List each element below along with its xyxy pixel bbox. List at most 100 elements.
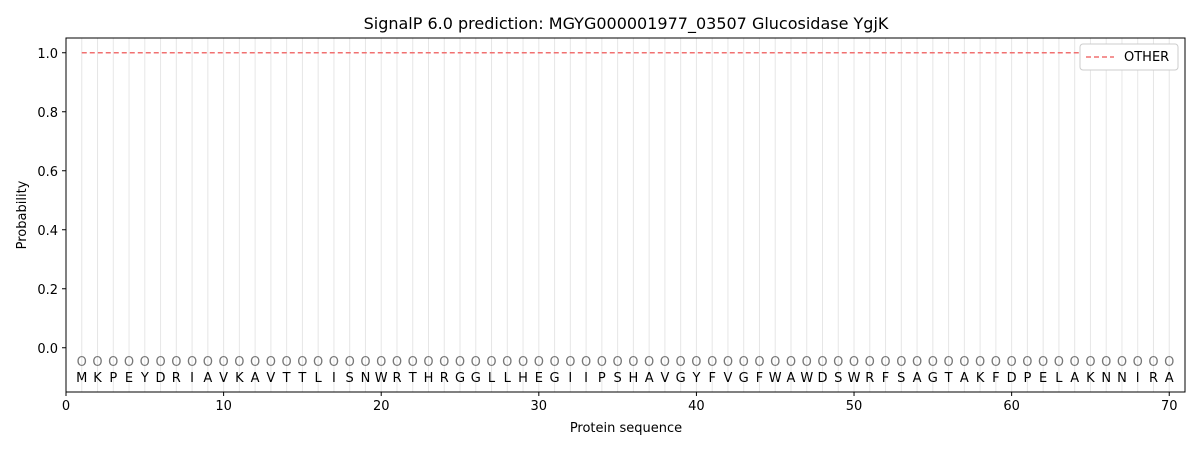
predicted-label: O	[1133, 355, 1143, 370]
y-tick-label: 0.0	[37, 342, 58, 357]
predicted-label: O	[628, 355, 638, 370]
residue-label: F	[756, 371, 763, 386]
predicted-label: O	[266, 355, 276, 370]
residue-label: G	[676, 371, 686, 386]
residue-label: A	[1070, 371, 1079, 386]
residue-label: E	[125, 371, 133, 386]
predicted-label: O	[486, 355, 496, 370]
x-tick-label: 20	[373, 399, 390, 414]
residue-label: N	[361, 371, 371, 386]
residue-label: G	[455, 371, 465, 386]
residue-label: W	[769, 371, 782, 386]
residue-label: A	[645, 371, 654, 386]
residue-label: W	[800, 371, 813, 386]
predicted-label: O	[691, 355, 701, 370]
residue-label: R	[865, 371, 874, 386]
y-tick-label: 0.4	[37, 224, 58, 239]
y-tick-label: 1.0	[37, 47, 58, 62]
residue-label: H	[424, 371, 434, 386]
predicted-label: O	[770, 355, 780, 370]
residue-label: L	[315, 371, 323, 386]
residue-label: I	[190, 371, 194, 386]
residue-label: T	[297, 371, 306, 386]
predicted-label: O	[1148, 355, 1158, 370]
predicted-label: O	[108, 355, 118, 370]
residue-label: G	[928, 371, 938, 386]
predicted-label: O	[423, 355, 433, 370]
residue-label: G	[739, 371, 749, 386]
legend: OTHER	[1079, 43, 1179, 71]
residue-label: V	[660, 371, 669, 386]
residue-label: S	[346, 371, 354, 386]
residue-label: I	[1136, 371, 1140, 386]
predicted-label: O	[1022, 355, 1032, 370]
predicted-label: O	[250, 355, 260, 370]
predicted-label: O	[376, 355, 386, 370]
residue-label: L	[488, 371, 496, 386]
predicted-label: O	[124, 355, 134, 370]
x-tick-label: 0	[62, 399, 70, 414]
residue-label: Y	[140, 371, 149, 386]
predicted-label: O	[597, 355, 607, 370]
residue-label: E	[1039, 371, 1047, 386]
predicted-label: O	[676, 355, 686, 370]
residue-label: R	[172, 371, 181, 386]
residue-label: S	[897, 371, 905, 386]
predicted-label: O	[581, 355, 591, 370]
predicted-label: O	[644, 355, 654, 370]
predicted-label: O	[1070, 355, 1080, 370]
residue-label: R	[1149, 371, 1158, 386]
predicted-label: O	[345, 355, 355, 370]
legend-label-other: OTHER	[1124, 50, 1169, 65]
predicted-label: O	[912, 355, 922, 370]
residue-label: W	[848, 371, 861, 386]
residue-label: L	[1055, 371, 1063, 386]
x-tick-label: 40	[688, 399, 705, 414]
residue-label: D	[817, 371, 827, 386]
predicted-label: O	[534, 355, 544, 370]
x-tick-label: 30	[531, 399, 548, 414]
predicted-label: O	[1101, 355, 1111, 370]
predicted-label: O	[565, 355, 575, 370]
residue-label: G	[550, 371, 560, 386]
predicted-label: O	[833, 355, 843, 370]
predicted-label: O	[234, 355, 244, 370]
predicted-label: O	[218, 355, 228, 370]
predicted-label: O	[392, 355, 402, 370]
residue-label: F	[708, 371, 715, 386]
residue-label: R	[392, 371, 401, 386]
residue-label: T	[944, 371, 953, 386]
x-axis: 0 10 20 30 40 50 60 70	[62, 392, 1178, 414]
predicted-label: O	[360, 355, 370, 370]
predicted-label: O	[1007, 355, 1017, 370]
residue-label: T	[408, 371, 417, 386]
predicted-label: O	[187, 355, 197, 370]
y-axis-label: Probability	[15, 180, 30, 249]
predicted-label: O	[1085, 355, 1095, 370]
y-axis: 0.0 0.2 0.4 0.6 0.8 1.0	[37, 47, 66, 357]
residue-label: L	[504, 371, 512, 386]
predicted-label: O	[77, 355, 87, 370]
x-tick-label: 60	[1003, 399, 1020, 414]
predicted-label: O	[471, 355, 481, 370]
predicted-label: O	[549, 355, 559, 370]
predicted-label: O	[849, 355, 859, 370]
residue-label: G	[471, 371, 481, 386]
predicted-label: O	[1164, 355, 1174, 370]
residue-label: A	[203, 371, 212, 386]
predicted-label: O	[171, 355, 181, 370]
predicted-label: O	[660, 355, 670, 370]
residue-label: Y	[691, 371, 700, 386]
y-tick-label: 0.2	[37, 283, 58, 298]
predicted-label: O	[991, 355, 1001, 370]
residue-label: A	[960, 371, 969, 386]
predicted-label: O	[928, 355, 938, 370]
residue-label: H	[518, 371, 528, 386]
predicted-label: O	[613, 355, 623, 370]
predicted-label: O	[754, 355, 764, 370]
predicted-label: O	[92, 355, 102, 370]
predicted-label: O	[313, 355, 323, 370]
predicted-label: O	[723, 355, 733, 370]
residue-label: A	[251, 371, 260, 386]
